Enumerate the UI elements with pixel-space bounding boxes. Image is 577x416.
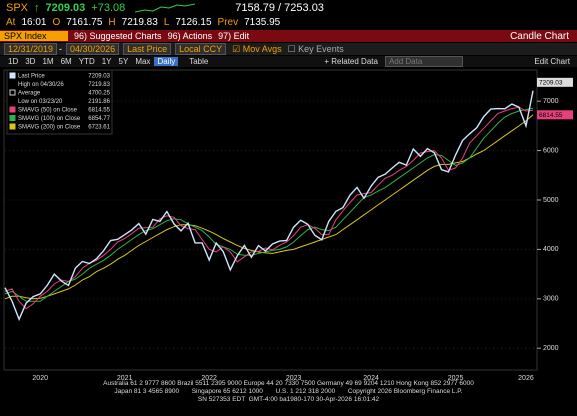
- y-tick-label: 2000: [543, 345, 559, 352]
- ohlc-row: At 16:01 O 7161.75 H 7219.83 L 7126.15 P…: [0, 16, 577, 29]
- ranges: 1D 3D 1M 6M YTD 1Y 5Y Max: [4, 57, 153, 66]
- x-tick-label: 2023: [286, 375, 302, 380]
- legend-swatch: [9, 72, 16, 79]
- footer-line: Australia 61 2 9777 8600 Brazil 5511 239…: [103, 380, 474, 387]
- y-tick-label: 5000: [543, 197, 559, 204]
- value-tag-label: 6814.55: [539, 112, 563, 119]
- legend-swatch: [9, 123, 16, 130]
- low: 7126.15: [175, 17, 212, 28]
- toolbar: SPX Index 96) Suggested Charts 96) Actio…: [0, 30, 577, 42]
- end-date[interactable]: 04/30/2026: [66, 43, 120, 55]
- legend-swatch: [9, 115, 16, 121]
- legend-value: 7219.83: [88, 82, 110, 88]
- y-tick-label: 6000: [543, 147, 559, 154]
- range: 7158.79 / 7253.03: [235, 2, 324, 14]
- field[interactable]: Last Price: [123, 43, 172, 55]
- chart: 2000 3000 4000 5000 6000 7000 2020 2021 2022 2023…: [3, 69, 573, 380]
- last: 7209.03: [45, 2, 86, 14]
- start-date[interactable]: 12/31/2019: [4, 43, 58, 55]
- change: +73.08: [91, 2, 126, 14]
- at-label: At: [6, 17, 16, 28]
- legend-label: SMAVG (100) on Close: [18, 116, 81, 122]
- x-tick-label: 2024: [363, 375, 379, 380]
- legend-label: High on 04/30/26: [18, 82, 64, 88]
- legend-value: 6814.55: [88, 108, 110, 114]
- series-line: [4, 107, 534, 302]
- legend-label: Average: [18, 91, 41, 97]
- mov-avgs-label: Mov Avgs: [242, 43, 282, 54]
- frequency[interactable]: Daily: [154, 57, 179, 66]
- related[interactable]: + Related Data: [324, 57, 378, 66]
- footer: Australia 61 2 9777 8600 Brazil 5511 239…: [0, 380, 577, 404]
- range-bar: 1D 3D 1M 6M YTD 1Y 5Y Max Daily Table + Related…: [0, 56, 577, 67]
- open: 7161.75: [66, 17, 103, 28]
- ticker: SPX: [6, 2, 29, 14]
- menu[interactable]: 97) Edit: [218, 31, 250, 41]
- x-tick-label: 2022: [201, 375, 217, 380]
- add-data[interactable]: Add Data: [384, 56, 463, 67]
- legend-value: 2191.86: [88, 99, 110, 105]
- currency[interactable]: Local CCY: [175, 43, 227, 55]
- legend-label: Low on 03/23/20: [18, 99, 63, 105]
- legend-box: [6, 69, 113, 135]
- legend-value: 7209.03: [88, 74, 110, 80]
- range-button[interactable]: 1M: [42, 57, 54, 66]
- low-label: L: [163, 17, 170, 28]
- range-button[interactable]: YTD: [78, 57, 95, 66]
- quote-row: SPX ↑ 7209.03 +73.08 7158.79 / 7253.03: [0, 0, 577, 16]
- value-tag: [537, 110, 573, 120]
- range-button[interactable]: 5Y: [118, 57, 129, 66]
- menu[interactable]: 96) Actions: [167, 31, 213, 41]
- key-events-label: Key Events: [298, 43, 344, 54]
- security[interactable]: SPX Index: [0, 31, 68, 41]
- chart-type: Candle Chart: [510, 30, 569, 42]
- open-label: O: [52, 17, 61, 28]
- value-tag-label: 7209.03: [539, 80, 563, 87]
- x-tick-label: 2021: [117, 375, 133, 380]
- x-tick-label: 2025: [448, 375, 464, 380]
- legend-value: 6854.77: [88, 116, 110, 122]
- range-button[interactable]: 1Y: [101, 57, 112, 66]
- high-label: H: [108, 17, 116, 28]
- series-line: [4, 90, 534, 322]
- sparkline: [135, 3, 196, 13]
- legend-value: 4700.25: [88, 91, 110, 97]
- key-events[interactable]: ☐ Key Events: [287, 43, 344, 54]
- range-button[interactable]: 3D: [25, 57, 36, 66]
- time: 16:01: [21, 17, 47, 28]
- prev: 7135.95: [244, 17, 281, 28]
- legend-label: SMAVG (200) on Close: [18, 125, 81, 131]
- legend-label: Last Price: [18, 74, 45, 80]
- edit-chart[interactable]: Edit Chart: [534, 57, 570, 66]
- value-tag: [537, 77, 573, 87]
- y-tick-label: 3000: [543, 296, 559, 303]
- y-tick-label: 7000: [543, 98, 559, 105]
- menu[interactable]: 96) Suggested Charts: [74, 31, 162, 41]
- legend-swatch: [9, 106, 16, 113]
- table[interactable]: Table: [189, 57, 209, 66]
- mov-avgs[interactable]: ☑ Mov Avgs: [232, 43, 282, 54]
- controls: 12/31/2019 - 04/30/2026 Last Price Local…: [0, 43, 577, 55]
- footer-line: SN 527353 EDT GMT-4:00 ba1980-170 30-Apr…: [197, 396, 380, 403]
- footer-line: Japan 81 3 4565 8900 Singapore 65 6212 1…: [114, 388, 463, 395]
- range-button[interactable]: Max: [135, 57, 151, 66]
- legend-value: 6723.61: [88, 125, 110, 131]
- range-button[interactable]: 1D: [8, 57, 19, 66]
- x-tick-label: 2026: [518, 375, 534, 380]
- prev-label: Prev: [217, 17, 239, 28]
- legend: Last Price 7209.03 High on 04/30/26 7219.83…: [6, 69, 113, 135]
- y-tick-label: 4000: [543, 246, 559, 253]
- dash: -: [59, 44, 63, 54]
- x-tick-label: 2020: [32, 375, 48, 380]
- legend-swatch: [9, 89, 16, 96]
- high: 7219.83: [121, 17, 158, 28]
- legend-label: SMAVG (50) on Close: [18, 108, 78, 114]
- range-button[interactable]: 6M: [60, 57, 72, 66]
- arrow: ↑: [34, 2, 40, 14]
